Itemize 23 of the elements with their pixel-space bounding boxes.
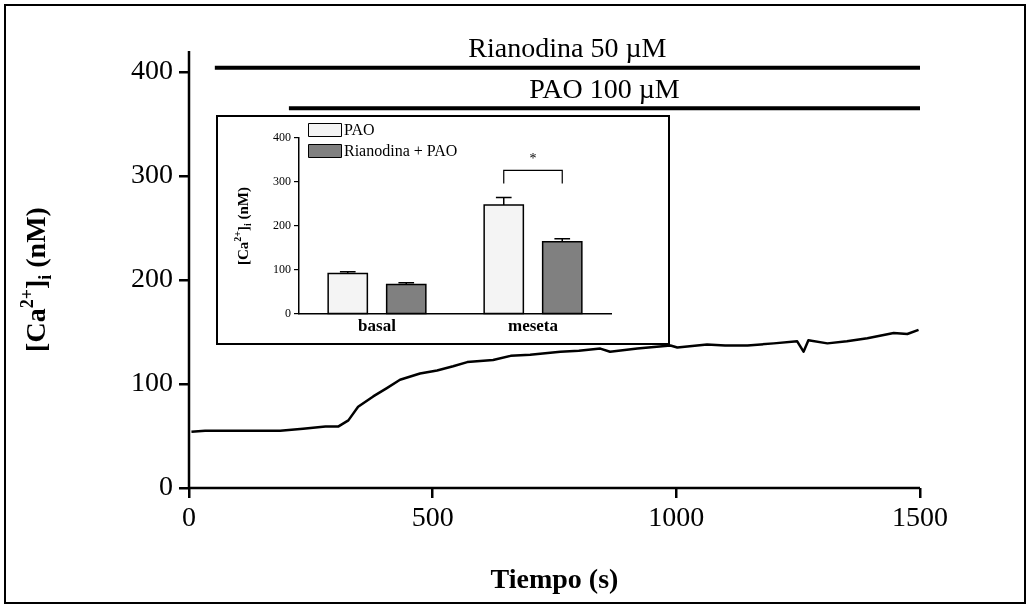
x-tick-label: 1000 — [648, 501, 705, 533]
y-tick-label: 400 — [131, 54, 173, 86]
x-axis-title: Tiempo (s) — [490, 563, 619, 595]
legend-label: Rianodina + PAO — [344, 142, 458, 160]
y-tick-label: 200 — [273, 218, 291, 233]
y-axis-title: [Ca2+]i (nM) — [232, 186, 254, 266]
y-tick-label: 100 — [273, 262, 291, 277]
y-tick-label: 200 — [131, 262, 173, 294]
x-tick-label: 1500 — [892, 501, 948, 533]
y-tick-label: 300 — [131, 158, 173, 190]
y-tick-label: 400 — [273, 130, 291, 145]
x-tick-label: basal — [358, 315, 397, 335]
y-axis-title: [Ca2+]i (nM) — [16, 207, 56, 352]
x-tick-label: 500 — [411, 501, 454, 533]
series-label: PAO 100 µM — [529, 72, 680, 104]
annotation: * — [529, 151, 537, 167]
x-tick-label: 0 — [182, 501, 196, 533]
y-tick-label: 0 — [159, 470, 173, 502]
series-label: Rianodina 50 µM — [468, 32, 667, 64]
y-tick-label: 300 — [273, 174, 291, 189]
y-tick-label: 100 — [131, 366, 173, 398]
x-tick-label: meseta — [507, 315, 559, 335]
legend-label: PAO — [344, 121, 375, 139]
